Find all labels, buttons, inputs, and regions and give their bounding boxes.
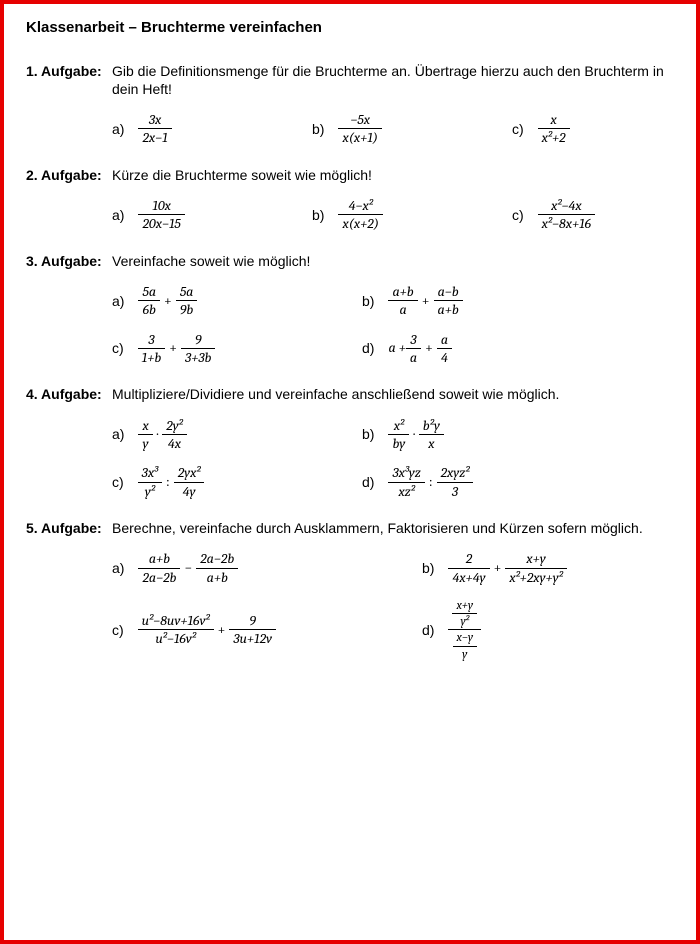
t4-d2: 2xyz²3	[437, 465, 474, 499]
plus-op: +	[418, 292, 434, 310]
t4-a-label: a)	[112, 425, 124, 443]
task-5-prompt: Berechne, vereinfache durch Ausklammern,…	[112, 519, 674, 537]
task-2-label: 2. Aufgabe:	[26, 166, 112, 184]
t4-a2: 2y²4x	[162, 418, 187, 452]
t5-b1: 24x+4y	[448, 551, 489, 585]
t4-c2: 2yx²4y	[174, 465, 205, 499]
t5-c2: 93u+12v	[229, 613, 276, 647]
t5-c-label: c)	[112, 621, 124, 639]
t3-a2: 5a9b	[176, 284, 198, 318]
t2-c-label: c)	[512, 206, 524, 224]
t5-c1: u²−8uv+16v²u²−16v²	[138, 613, 214, 647]
task-2: 2. Aufgabe: Kürze die Bruchterme soweit …	[26, 166, 674, 232]
task-4: 4. Aufgabe: Multipliziere/Dividiere und …	[26, 385, 674, 499]
t3-d-label: d)	[362, 339, 374, 357]
t3-b-label: b)	[362, 292, 374, 310]
task-1: 1. Aufgabe: Gib die Definitionsmenge für…	[26, 62, 674, 146]
task-3: 3. Aufgabe: Vereinfache soweit wie mögli…	[26, 252, 674, 366]
t1-b-frac: −5x x(x+1)	[338, 112, 382, 146]
t1-a-frac: 3x 2x−1	[138, 112, 171, 146]
t3-b2: a−ba+b	[434, 284, 463, 318]
plus-op: +	[421, 339, 437, 357]
t3-d2: a4	[437, 332, 452, 366]
t2-c-frac: x²−4x x²−8x+16	[538, 198, 595, 232]
t5-b-label: b)	[422, 559, 434, 577]
t4-d-label: d)	[362, 473, 374, 491]
t4-b1: x²by	[388, 418, 409, 452]
task-4-prompt: Multipliziere/Dividiere und vereinfache …	[112, 385, 674, 403]
t1-c-label: c)	[512, 120, 524, 138]
task-5: 5. Aufgabe: Berechne, vereinfache durch …	[26, 519, 674, 661]
t3-a1: 5a6b	[138, 284, 160, 318]
t3-d1: 3a	[406, 332, 421, 366]
dot-op: ·	[409, 425, 418, 443]
t5-d-compound: x+yy² x−yy	[448, 599, 481, 661]
div-op: :	[425, 473, 437, 491]
t1-b-label: b)	[312, 120, 324, 138]
task-3-prompt: Vereinfache soweit wie möglich!	[112, 252, 674, 270]
t3-c-label: c)	[112, 339, 124, 357]
t5-a1: a+b2a−2b	[138, 551, 180, 585]
t2-a-frac: 10x 20x−15	[138, 198, 184, 232]
minus-op: −	[180, 559, 196, 577]
t1-a-label: a)	[112, 120, 124, 138]
t5-d-label: d)	[422, 621, 434, 639]
t5-a-label: a)	[112, 559, 124, 577]
t4-b-label: b)	[362, 425, 374, 443]
task-1-prompt: Gib die Definitionsmenge für die Bruchte…	[112, 62, 674, 98]
task-5-label: 5. Aufgabe:	[26, 519, 112, 537]
div-op: :	[162, 473, 174, 491]
t2-b-label: b)	[312, 206, 324, 224]
t3-d-pre: a +	[388, 339, 405, 357]
t4-d1: 3x³yzxz²	[388, 465, 424, 499]
t4-b2: b²yx	[419, 418, 444, 452]
plus-op: +	[160, 292, 176, 310]
task-2-prompt: Kürze die Bruchterme soweit wie möglich!	[112, 166, 674, 184]
t4-c1: 3x³y²	[138, 465, 162, 499]
task-3-label: 3. Aufgabe:	[26, 252, 112, 270]
page-title: Klassenarbeit – Bruchterme vereinfachen	[26, 18, 674, 38]
t4-c-label: c)	[112, 473, 124, 491]
task-4-label: 4. Aufgabe:	[26, 385, 112, 403]
t1-c-frac: x x²+2	[538, 112, 570, 146]
plus-op: +	[490, 559, 506, 577]
plus-op: +	[214, 621, 230, 639]
t3-c1: 31+b	[138, 332, 166, 366]
task-1-label: 1. Aufgabe:	[26, 62, 112, 80]
t5-b2: x+yx²+2xy+y²	[505, 551, 566, 585]
t3-b1: a+ba	[388, 284, 417, 318]
t2-b-frac: 4−x² x(x+2)	[338, 198, 382, 232]
t3-a-label: a)	[112, 292, 124, 310]
plus-op: +	[165, 339, 181, 357]
dot-op: ·	[153, 425, 162, 443]
t2-a-label: a)	[112, 206, 124, 224]
t5-a2: 2a−2ba+b	[196, 551, 238, 585]
t3-c2: 93+3b	[181, 332, 215, 366]
t4-a1: xy	[138, 418, 152, 452]
